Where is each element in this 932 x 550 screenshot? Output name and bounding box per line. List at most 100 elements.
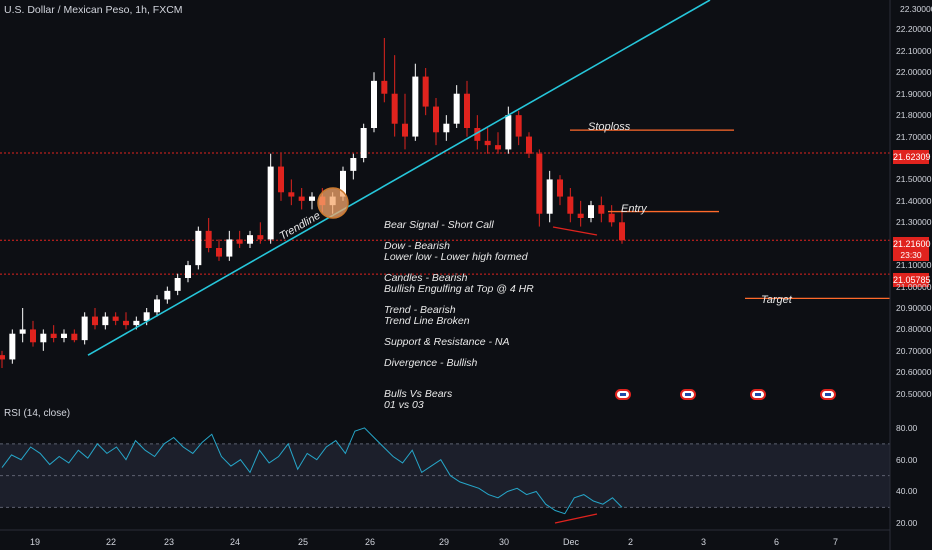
candle-body xyxy=(433,106,439,133)
flag-icon[interactable] xyxy=(680,389,696,400)
candle-body xyxy=(402,123,408,137)
candle-body xyxy=(143,312,150,321)
candle-body xyxy=(247,235,253,244)
candle-body xyxy=(391,93,398,124)
time-tick-label: 25 xyxy=(298,537,309,547)
rsi-tick-label: 80.00 xyxy=(896,422,918,433)
candle-body xyxy=(309,196,315,201)
rsi-tick-label: 20.00 xyxy=(896,518,918,529)
flag-icon[interactable] xyxy=(615,389,631,400)
note-support: Support & Resistance - NA xyxy=(384,336,510,348)
rsi-tick-label: 40.00 xyxy=(896,486,918,497)
candle-body xyxy=(577,213,584,218)
note-candles-detail: Bullish Engulfing at Top @ 4 HR xyxy=(384,283,534,295)
candle-body xyxy=(443,123,450,133)
time-tick-label: 6 xyxy=(774,537,780,547)
candle-body xyxy=(123,320,129,326)
candle-body xyxy=(9,333,16,360)
target-level-badge: 21.05785 xyxy=(893,273,931,287)
note-divergence: Divergence - Bullish xyxy=(384,357,478,369)
flag-icon[interactable] xyxy=(750,389,766,400)
candle-body xyxy=(464,93,470,128)
note-signal: Bear Signal - Short Call xyxy=(384,219,494,231)
price-tick-label: 21.90000 xyxy=(896,88,932,99)
candle-body xyxy=(619,222,625,241)
candle-body xyxy=(526,136,532,154)
candle-body xyxy=(340,170,346,197)
candle-body xyxy=(174,278,181,291)
price-tick-label: 22.20000 xyxy=(896,24,932,35)
candle-body xyxy=(495,145,501,150)
candle-body xyxy=(154,299,160,313)
candle-body xyxy=(185,265,191,278)
candle-body xyxy=(81,316,88,341)
candle-body xyxy=(278,166,284,193)
candle-body xyxy=(288,192,295,197)
candle-body xyxy=(195,230,202,266)
price-tick-label: 20.50000 xyxy=(896,388,932,399)
candle-body xyxy=(484,140,491,146)
candle-body xyxy=(453,93,460,124)
note-candles: Candles - Bearish xyxy=(384,272,468,284)
price-tick-label: 21.00000 xyxy=(896,281,932,292)
stoploss-label: Stoploss xyxy=(588,121,631,133)
rsi-tick-label: 60.00 xyxy=(896,454,918,465)
price-tick-label: 21.50000 xyxy=(896,174,932,185)
price-tick-label: 22.00000 xyxy=(896,67,932,78)
rsi-title: RSI (14, close) xyxy=(4,408,71,419)
note-bulls-bears: Bulls Vs Bears xyxy=(384,388,453,400)
time-tick-label: Dec xyxy=(563,537,580,547)
candle-body xyxy=(102,316,109,326)
chart-title: U.S. Dollar / Mexican Peso, 1h, FXCM xyxy=(4,4,183,16)
time-tick-label: 26 xyxy=(365,537,376,547)
time-tick-label: 22 xyxy=(106,537,117,547)
price-tick-label: 21.40000 xyxy=(896,195,932,206)
candle-body xyxy=(598,205,605,214)
price-tick-label: 20.80000 xyxy=(896,324,932,335)
candle-body xyxy=(133,320,140,326)
note-dow-detail: Lower low - Lower high formed xyxy=(384,251,528,263)
top-price-label: 22.30000 xyxy=(900,4,932,14)
time-tick-label: 24 xyxy=(230,537,241,547)
analysis-notes: Bear Signal - Short Call Dow - Bearish L… xyxy=(384,220,534,411)
price-tick-label: 22.10000 xyxy=(896,45,932,56)
note-dow: Dow - Bearish xyxy=(384,240,450,252)
candle-body xyxy=(40,333,47,343)
entry-label: Entry xyxy=(621,203,647,215)
candle-body xyxy=(257,235,264,240)
candle-body xyxy=(536,153,543,214)
price-tick-label: 21.80000 xyxy=(896,110,932,121)
trendline-label: Trendline xyxy=(278,210,323,243)
trendline xyxy=(87,0,711,356)
divergence-arrow-rsi xyxy=(554,513,598,524)
price-tick-label: 20.70000 xyxy=(896,345,932,356)
candle-body xyxy=(19,329,26,334)
price-tick-label: 20.90000 xyxy=(896,303,932,313)
stop-level-badge: 21.62309 xyxy=(893,150,931,164)
note-score: 01 vs 03 xyxy=(384,399,424,411)
candle-body xyxy=(205,230,212,248)
time-tick-label: 2 xyxy=(628,537,634,547)
candle-body xyxy=(412,76,419,137)
candle-body xyxy=(381,80,388,94)
candle-body xyxy=(515,115,522,137)
candle-body xyxy=(30,329,36,343)
candle-body xyxy=(557,179,563,197)
candle-body xyxy=(474,128,481,141)
price-tick-label: 21.70000 xyxy=(896,131,932,142)
candle-body xyxy=(360,128,367,158)
candle-body xyxy=(422,76,429,107)
divergence-arrow-price xyxy=(552,226,598,236)
note-trend-detail: Trend Line Broken xyxy=(384,315,470,327)
time-tick-label: 29 xyxy=(439,537,450,547)
price-tick-label: 21.30000 xyxy=(896,217,932,228)
flag-icon[interactable] xyxy=(820,389,836,400)
candle-body xyxy=(236,239,243,244)
time-tick-label: 3 xyxy=(701,537,707,547)
candle-body xyxy=(0,355,5,360)
candle-body xyxy=(588,205,594,218)
bar-countdown-badge: 23:30 xyxy=(893,249,929,261)
candle-body xyxy=(350,158,357,171)
candle-body xyxy=(267,166,274,240)
